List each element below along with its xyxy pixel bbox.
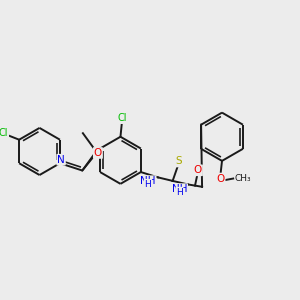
Text: Cl: Cl	[0, 128, 8, 138]
Text: N: N	[57, 155, 65, 165]
Text: S: S	[175, 157, 182, 166]
Text: O: O	[216, 173, 225, 184]
Text: Cl: Cl	[118, 113, 127, 123]
Text: O: O	[194, 165, 202, 175]
Text: O: O	[94, 148, 102, 158]
Text: H: H	[176, 188, 183, 196]
Text: H: H	[145, 180, 151, 189]
Text: NH: NH	[172, 184, 187, 194]
Text: NH: NH	[140, 176, 156, 186]
Text: CH₃: CH₃	[234, 174, 251, 183]
